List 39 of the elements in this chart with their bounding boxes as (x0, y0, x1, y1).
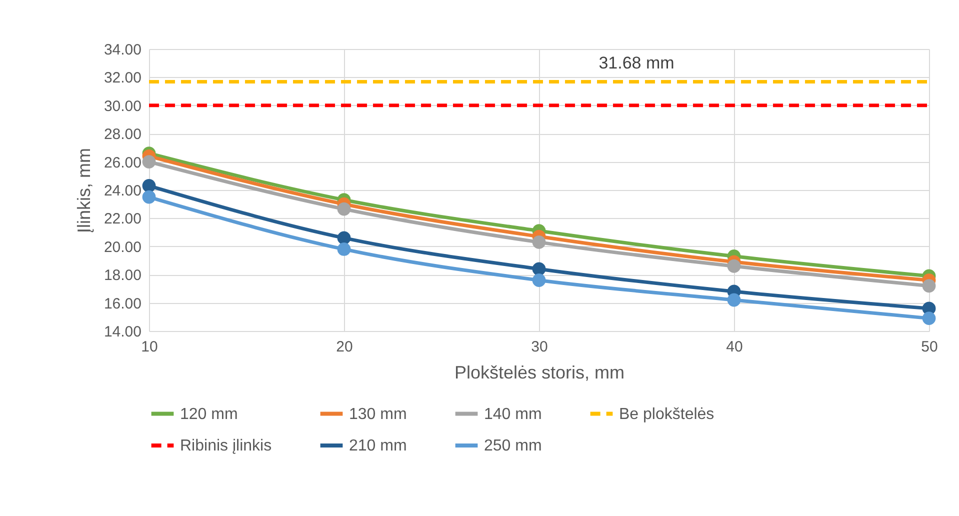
point (337, 231, 351, 245)
y-tick-label: 16.00 (104, 295, 142, 312)
y-tick-label: 24.00 (104, 182, 142, 200)
legend-label: 210 mm (349, 438, 407, 454)
point (142, 179, 156, 192)
legend-label: 140 mm (484, 406, 542, 423)
point (142, 155, 156, 168)
point (337, 242, 351, 256)
y-tick-label: 26.00 (104, 154, 142, 172)
point (532, 262, 546, 276)
x-tick-label: 10 (141, 338, 158, 356)
point (727, 293, 741, 307)
y-tick-label: 20.00 (104, 238, 142, 256)
legend-label: Be plokštelės (619, 406, 714, 423)
annotation: 31.68 mm (598, 54, 674, 73)
legend-label: 250 mm (484, 438, 542, 454)
x-tick-label: 50 (921, 338, 938, 356)
point (727, 259, 741, 273)
x-tick-label: 20 (336, 338, 353, 356)
y-tick-label: 32.00 (104, 70, 142, 87)
legend-label: 120 mm (180, 406, 238, 423)
y-tick-label: 22.00 (104, 210, 142, 228)
point (337, 202, 351, 216)
x-tick-label: 40 (726, 338, 743, 356)
y-tick-label: 34.00 (104, 42, 142, 58)
legend-label: Ribinis įlinkis (180, 438, 272, 454)
x-axis-title: Plokštelės storis, mm (454, 362, 625, 382)
point (532, 235, 546, 249)
point (142, 190, 156, 204)
point (922, 312, 936, 326)
x-tick-label: 30 (531, 338, 548, 356)
legend-label: 130 mm (349, 406, 407, 423)
point (532, 274, 546, 287)
point (922, 279, 936, 293)
y-tick-label: 18.00 (104, 267, 142, 284)
y-tick-label: 14.00 (104, 324, 142, 340)
y-axis-title: Įlinkis, mm (74, 148, 94, 233)
y-tick-label: 30.00 (104, 98, 142, 115)
y-tick-label: 28.00 (104, 126, 142, 144)
